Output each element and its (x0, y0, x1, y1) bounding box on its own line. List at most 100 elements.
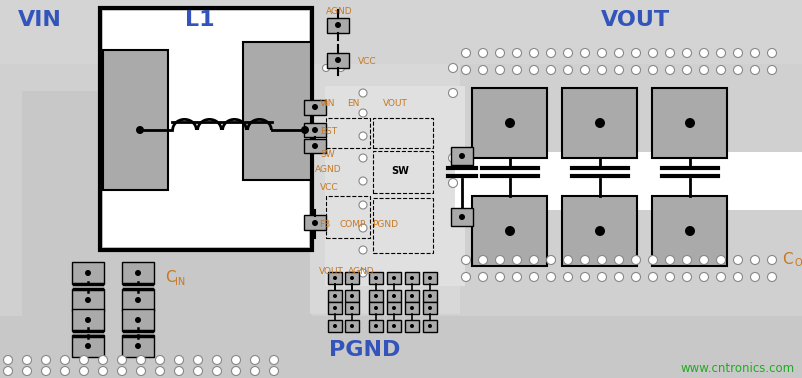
Circle shape (231, 355, 241, 364)
Circle shape (732, 48, 742, 57)
Circle shape (391, 324, 395, 328)
Bar (387, 302, 400, 314)
Bar (243, 42, 310, 180)
Circle shape (374, 276, 378, 280)
Circle shape (715, 256, 724, 265)
Circle shape (358, 177, 367, 185)
Circle shape (461, 256, 470, 265)
Circle shape (732, 273, 742, 282)
Bar (327, 290, 342, 302)
Circle shape (597, 65, 606, 74)
Circle shape (563, 256, 572, 265)
Circle shape (699, 48, 707, 57)
Circle shape (715, 65, 724, 74)
Bar (310, 64, 468, 314)
Bar (404, 290, 419, 302)
Circle shape (410, 276, 414, 280)
Bar (326, 53, 349, 68)
Circle shape (358, 154, 367, 162)
Circle shape (312, 143, 318, 149)
Circle shape (350, 324, 354, 328)
Circle shape (448, 64, 457, 73)
Circle shape (193, 367, 202, 375)
Circle shape (648, 256, 657, 265)
Circle shape (358, 201, 367, 209)
Circle shape (750, 48, 759, 57)
Circle shape (136, 126, 144, 134)
Circle shape (597, 256, 606, 265)
Circle shape (512, 65, 520, 74)
Circle shape (250, 367, 259, 375)
Circle shape (358, 224, 367, 232)
Bar (451, 208, 472, 226)
Circle shape (99, 355, 107, 364)
Circle shape (334, 22, 341, 28)
Circle shape (250, 355, 259, 364)
Bar (387, 290, 400, 302)
Circle shape (79, 367, 88, 375)
Circle shape (665, 273, 674, 282)
Bar (0, 316, 802, 378)
Circle shape (614, 256, 622, 265)
Bar (304, 215, 326, 231)
Bar (0, 64, 802, 316)
Text: C: C (164, 271, 176, 285)
Circle shape (135, 317, 141, 323)
Circle shape (391, 294, 395, 298)
Circle shape (750, 256, 759, 265)
Circle shape (504, 118, 514, 128)
Circle shape (699, 256, 707, 265)
Circle shape (682, 65, 691, 74)
Circle shape (750, 273, 759, 282)
Circle shape (85, 297, 91, 303)
Circle shape (427, 324, 431, 328)
Circle shape (427, 294, 431, 298)
Circle shape (79, 355, 88, 364)
Circle shape (594, 118, 604, 128)
Circle shape (630, 48, 640, 57)
Circle shape (60, 355, 70, 364)
Circle shape (391, 306, 395, 310)
Bar (369, 302, 383, 314)
Text: EN: EN (346, 99, 359, 107)
Text: COMP: COMP (339, 220, 366, 229)
Circle shape (478, 65, 487, 74)
Bar (373, 118, 432, 148)
Circle shape (374, 306, 378, 310)
Bar (122, 335, 154, 357)
Bar (472, 88, 547, 158)
Bar (122, 289, 154, 311)
Circle shape (630, 65, 640, 74)
Circle shape (322, 65, 329, 71)
Text: C: C (781, 253, 792, 268)
Circle shape (461, 65, 470, 74)
Circle shape (614, 65, 622, 74)
Circle shape (231, 367, 241, 375)
Bar (122, 262, 154, 284)
Bar (423, 272, 436, 284)
Circle shape (213, 367, 221, 375)
Bar (103, 11, 309, 247)
Circle shape (630, 273, 640, 282)
Circle shape (174, 355, 184, 364)
Bar (345, 302, 358, 314)
Circle shape (478, 273, 487, 282)
Circle shape (358, 246, 367, 254)
Circle shape (648, 65, 657, 74)
Bar (404, 320, 419, 332)
Circle shape (427, 306, 431, 310)
Circle shape (614, 48, 622, 57)
Circle shape (333, 324, 337, 328)
Bar (373, 151, 432, 193)
Circle shape (580, 273, 589, 282)
Text: SW: SW (320, 150, 334, 160)
Bar (122, 309, 154, 331)
Text: VIN: VIN (18, 10, 62, 30)
Text: AGND: AGND (326, 8, 352, 17)
Circle shape (350, 276, 354, 280)
Circle shape (374, 294, 378, 298)
Bar (387, 320, 400, 332)
Circle shape (135, 343, 141, 349)
Circle shape (648, 48, 657, 57)
Circle shape (117, 367, 127, 375)
